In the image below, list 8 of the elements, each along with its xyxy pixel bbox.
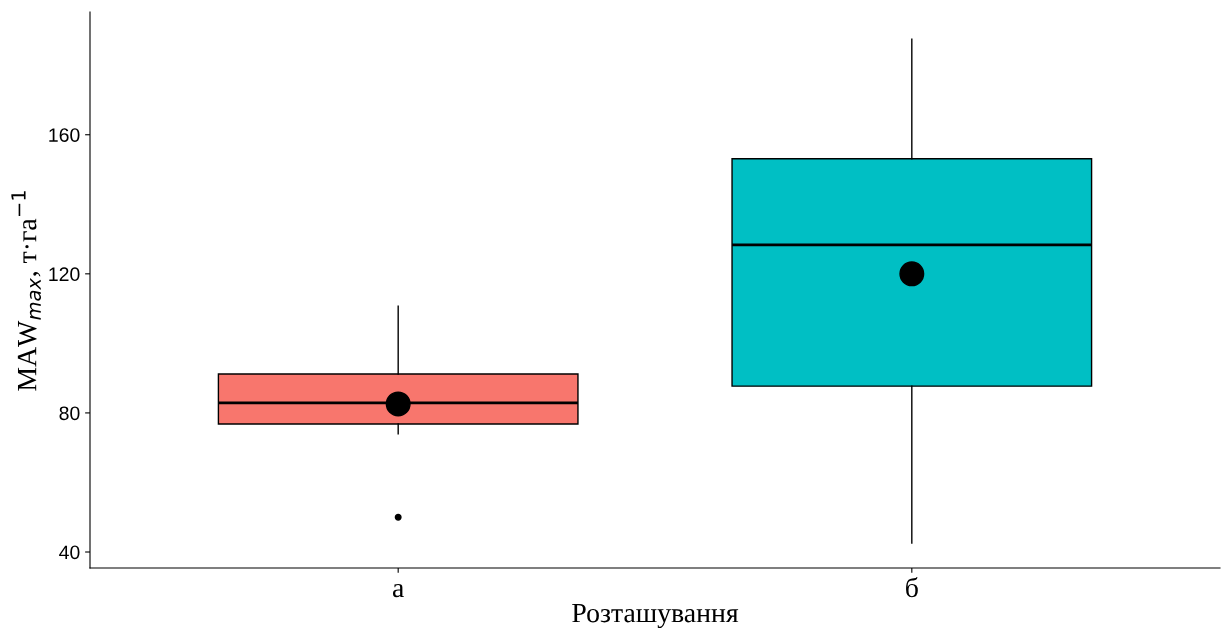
x-tick-label: а: [392, 583, 404, 598]
y-tick-label: 160: [49, 128, 80, 142]
y-tick-label: 80: [59, 406, 80, 421]
y-tick-label: 40: [59, 545, 80, 560]
x-axis-title: Розташування: [572, 603, 739, 629]
y-tick-label: 120: [49, 267, 80, 282]
y-axis-title: MAW$_{max}$, т·га$^{−1}$: [11, 191, 42, 391]
x-tick-label: б: [906, 577, 918, 598]
